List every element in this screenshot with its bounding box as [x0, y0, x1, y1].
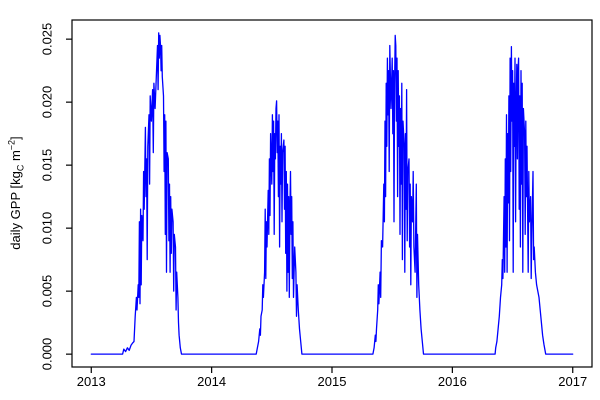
y-tick-label: 0.010 [39, 211, 55, 245]
y-axis-label-subscript: C [15, 164, 26, 172]
y-axis-label-superscript: −2 [6, 139, 17, 151]
x-tick-label: 2017 [558, 374, 588, 389]
y-tick-label: 0.020 [39, 85, 55, 119]
y-tick-label: 0.005 [39, 274, 55, 308]
x-tick-label: 2015 [317, 374, 347, 389]
gpp-line [90, 32, 574, 355]
y-axis-label-suffix: ] [7, 136, 23, 140]
y-axis-label-text: daily GPP [kg [7, 171, 23, 250]
y-tick-label: 0.015 [39, 148, 55, 182]
y-axis-label-mid: m [7, 150, 23, 165]
y-tick-label: 0.025 [39, 22, 55, 56]
x-tick-label: 2014 [197, 374, 227, 389]
y-tick-label: 0.000 [39, 337, 55, 371]
y-axis-label: daily GPP [kgC m−2] [7, 136, 26, 249]
x-tick-label: 2013 [76, 374, 106, 389]
x-tick-label: 2016 [437, 374, 467, 389]
